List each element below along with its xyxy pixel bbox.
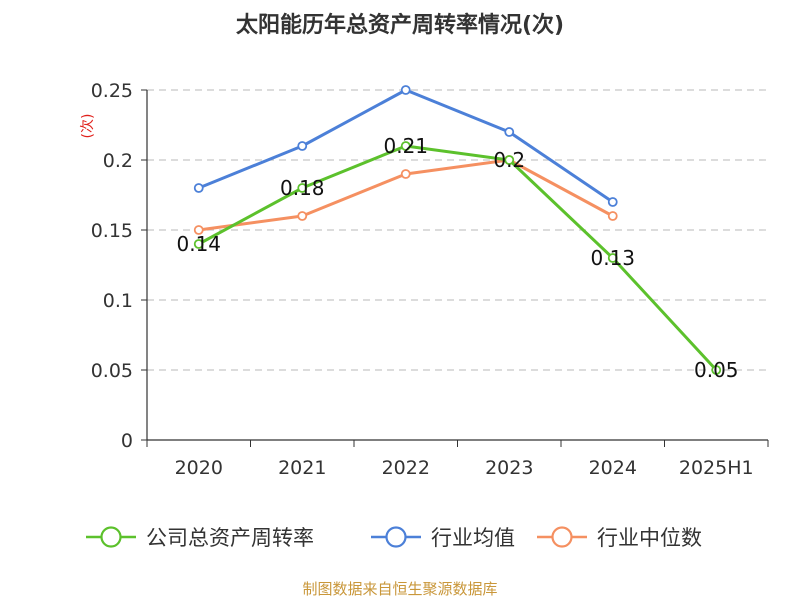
data-point — [193, 183, 204, 193]
y-tick-label: 0 — [121, 430, 133, 452]
chart-title: 太阳能历年总资产周转率情况(次) — [236, 12, 564, 38]
data-point — [400, 85, 411, 95]
x-tick-label: 2025H1 — [679, 457, 754, 479]
data-point — [711, 365, 722, 375]
series-line — [198, 144, 718, 372]
y-tick-label: 0.2 — [103, 150, 133, 172]
data-point — [297, 211, 308, 221]
data-label: 0.05 — [694, 358, 739, 382]
legend-item[interactable]: 行业均值 — [371, 526, 515, 550]
legend-label: 行业中位数 — [597, 526, 702, 550]
legend-item[interactable]: 行业中位数 — [537, 526, 702, 550]
y-tick-label: 0.25 — [91, 80, 133, 102]
data-label: 0.18 — [280, 176, 325, 200]
legend-marker — [551, 526, 573, 548]
legend-marker — [100, 526, 122, 548]
data-point — [504, 155, 515, 165]
y-tick-label: 0.1 — [103, 290, 133, 312]
data-label: 0.2 — [493, 148, 525, 172]
axes — [141, 89, 769, 447]
data-point — [297, 141, 308, 151]
source-note: 制图数据来自恒生聚源数据库 — [302, 580, 497, 598]
data-label: 0.13 — [590, 246, 635, 270]
legend-label: 公司总资产周转率 — [146, 526, 314, 550]
data-label: 0.14 — [176, 232, 221, 256]
y-axis-label: (次) — [80, 114, 96, 139]
data-point — [400, 169, 411, 179]
series-lines — [193, 85, 722, 375]
data-point — [400, 141, 411, 151]
data-label: 0.21 — [383, 134, 428, 158]
series-2 — [193, 155, 618, 235]
data-point — [297, 183, 308, 193]
y-tick-labels: 0 0.05 0.1 0.15 0.2 0.25 — [91, 80, 133, 452]
x-tick-label: 2024 — [589, 457, 637, 479]
data-labels: 0.14 0.18 0.21 0.2 0.13 0.05 — [176, 134, 738, 382]
data-point — [607, 211, 618, 221]
data-point — [504, 127, 515, 137]
data-point — [607, 197, 618, 207]
data-point — [193, 225, 204, 235]
x-tick-label: 2021 — [278, 457, 326, 479]
x-tick-label: 2020 — [175, 457, 223, 479]
data-point — [607, 253, 618, 263]
x-tick-label: 2023 — [485, 457, 533, 479]
legend-marker — [385, 526, 407, 548]
y-tick-label: 0.15 — [91, 220, 133, 242]
x-tick-labels: 2020 2021 2022 2023 2024 2025H1 — [175, 457, 754, 479]
series-0 — [193, 141, 722, 375]
x-tick-label: 2022 — [382, 457, 430, 479]
legend-item[interactable]: 公司总资产周转率 — [86, 526, 314, 550]
grid-lines — [147, 89, 768, 371]
data-point — [193, 239, 204, 249]
y-tick-label: 0.05 — [91, 360, 133, 382]
series-1 — [193, 85, 618, 207]
legend-label: 行业均值 — [431, 526, 515, 550]
legend[interactable]: 公司总资产周转率 行业均值 行业中位数 — [86, 526, 702, 550]
